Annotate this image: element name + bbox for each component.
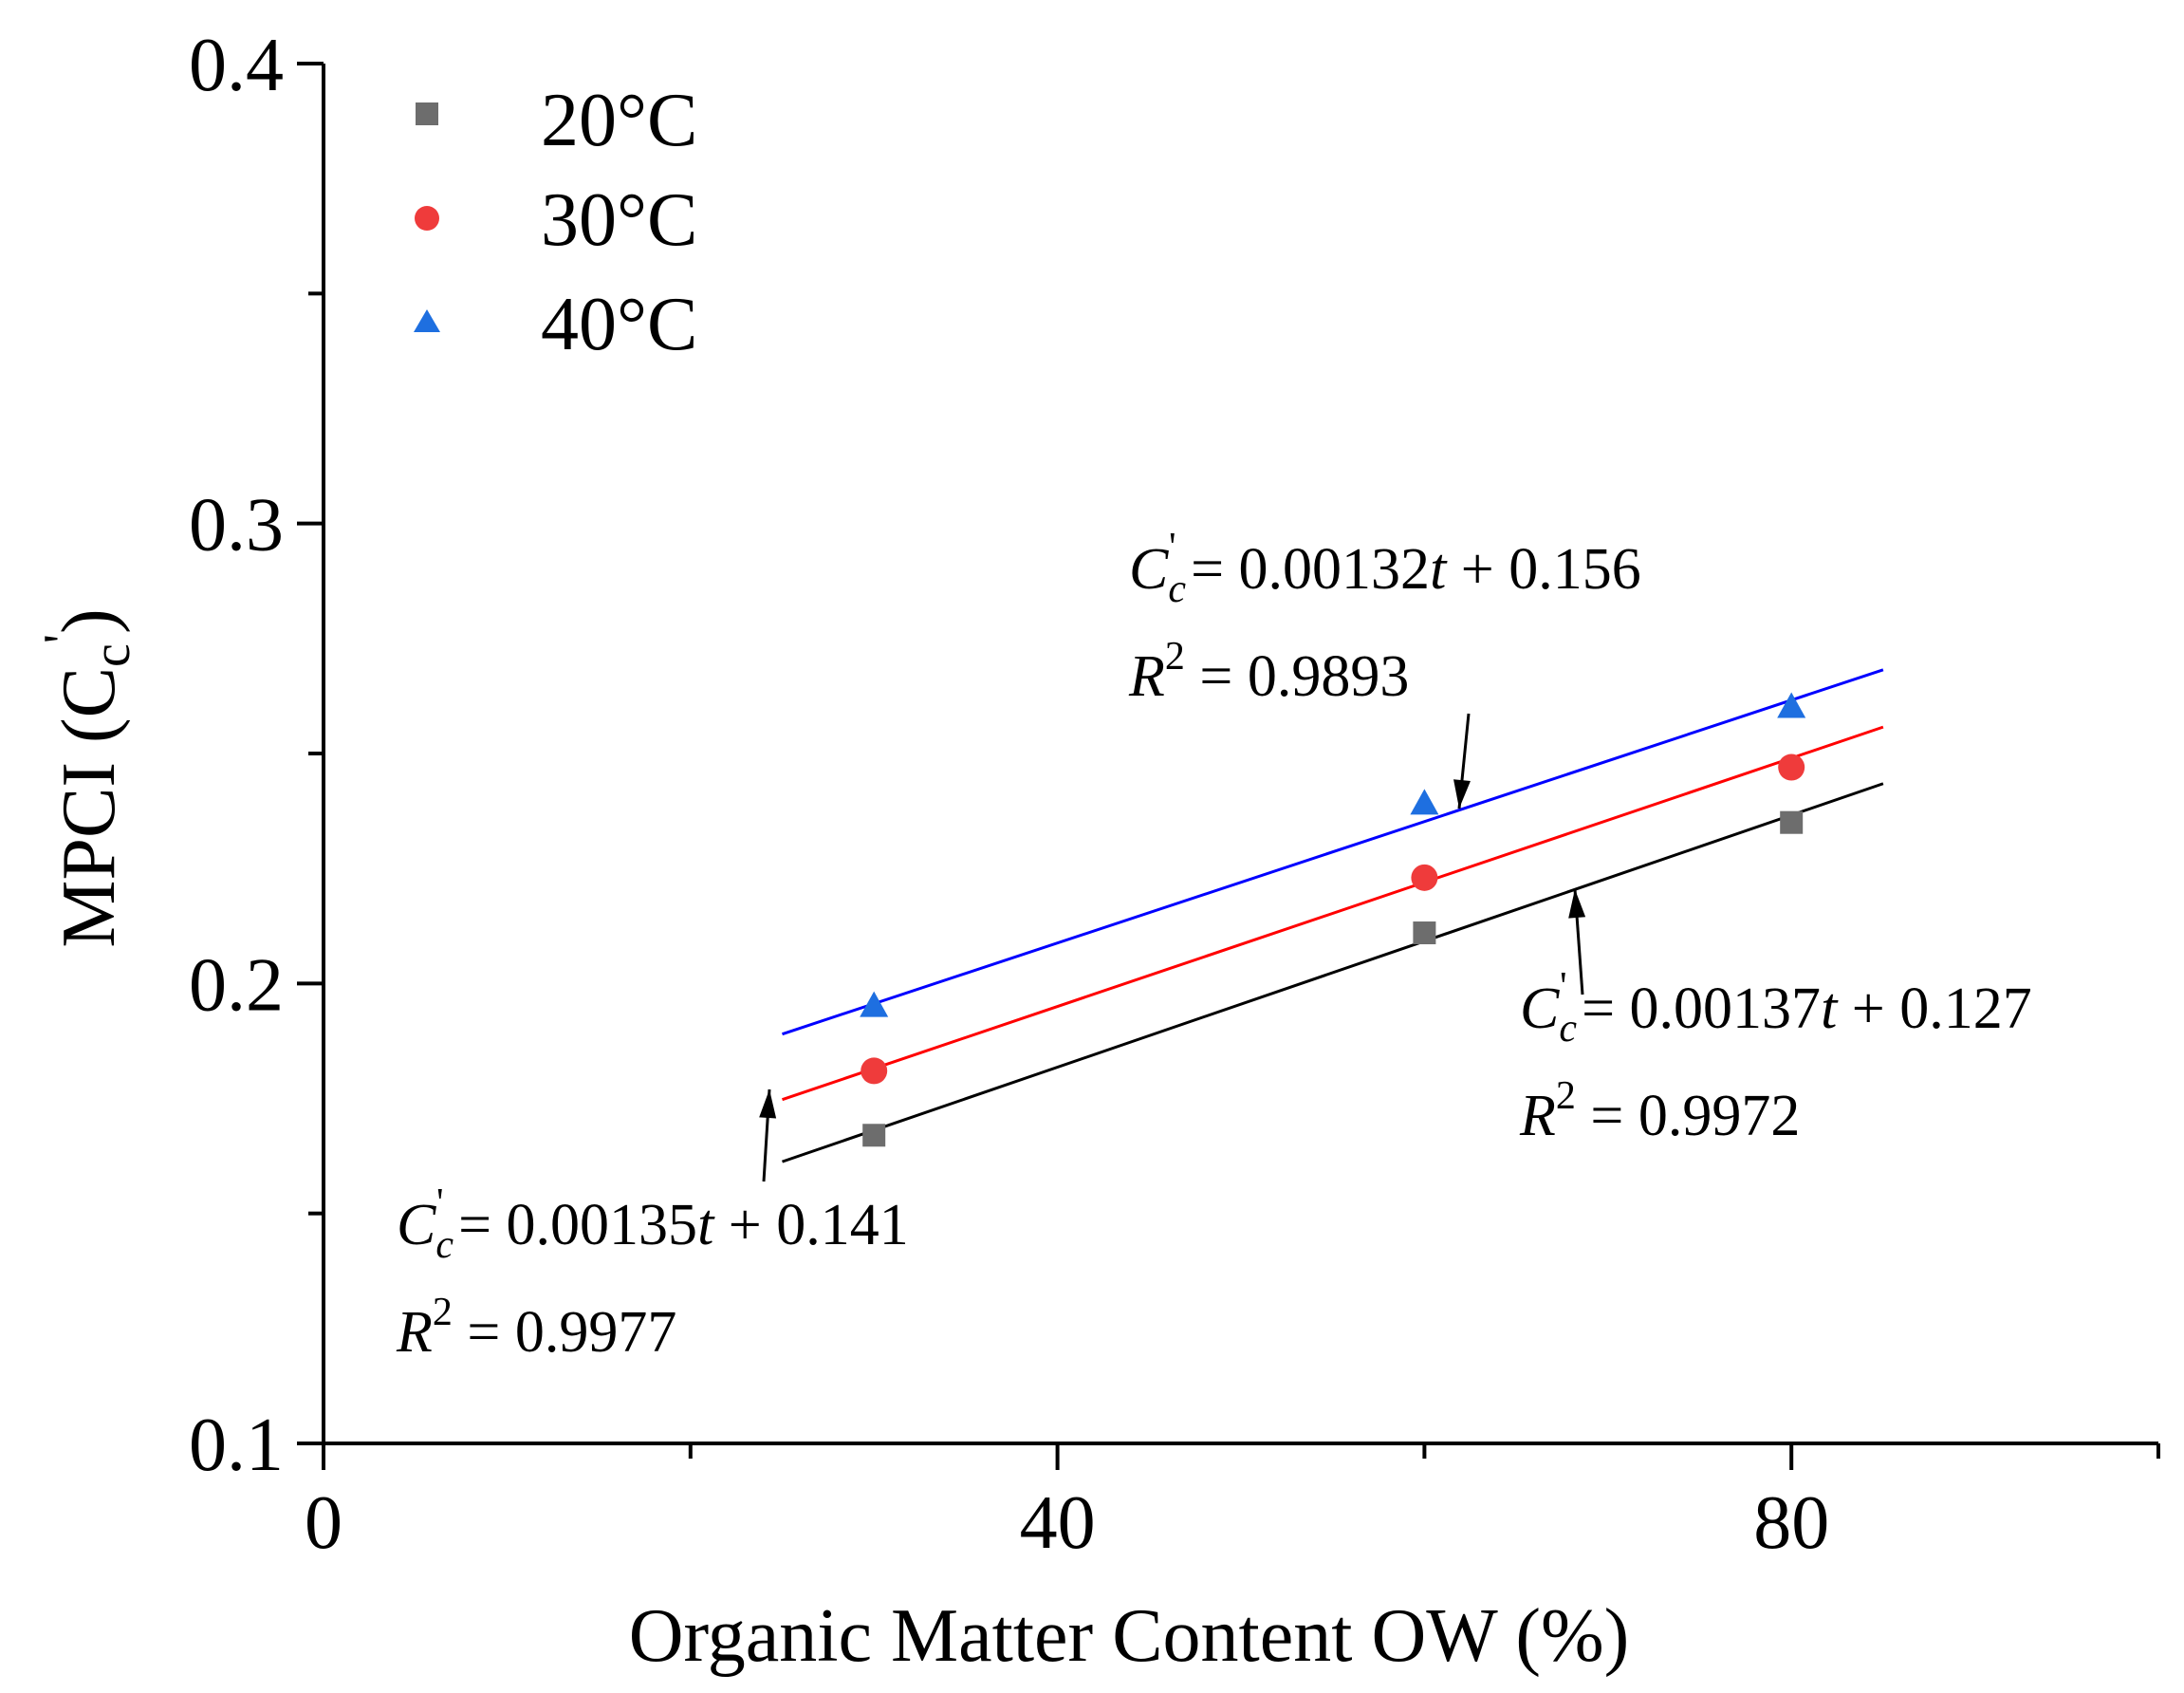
- r2-40c-sup: 2: [1165, 635, 1185, 679]
- data-point-30c: [1778, 753, 1805, 781]
- r2-20c: R2 = 0.9972: [1519, 1074, 1800, 1148]
- x-tick-label: 0: [305, 1481, 342, 1565]
- r2-40c: R2 = 0.9893: [1128, 635, 1409, 709]
- eq-40c-sub: c: [1168, 567, 1186, 611]
- x-tick-label: 80: [1753, 1481, 1829, 1565]
- eq-40c-var: t: [1430, 537, 1448, 602]
- legend-label-30c: 30°C: [541, 178, 697, 262]
- x-axis-title: Organic Matter Content OW (%): [629, 1594, 1630, 1678]
- r2-40c-rhs: = 0.9893: [1185, 644, 1409, 709]
- arrow-30c-head: [759, 1089, 777, 1119]
- fit-line-30c: [782, 725, 1884, 1102]
- y-tick-label: 0.3: [189, 484, 284, 567]
- equation-40c: Cc' = 0.00132t + 0.156: [1129, 526, 1641, 611]
- eq-40c-lhs: C: [1129, 537, 1169, 602]
- r2-30c-sup: 2: [433, 1291, 453, 1334]
- r2-20c-rhs: = 0.9972: [1576, 1084, 1800, 1148]
- eq-30c-sub: c: [435, 1223, 453, 1267]
- data-point-20c: [1413, 921, 1436, 945]
- y-axis-title-main: MPCI (C: [47, 667, 131, 948]
- eq-30c-lhs: C: [397, 1193, 436, 1257]
- equation-20c: Cc' = 0.00137t + 0.127: [1520, 965, 2032, 1051]
- legend-label-20c: 20°C: [541, 79, 697, 162]
- eq-30c-sup: ': [436, 1181, 444, 1225]
- eq-30c-var: t: [697, 1193, 715, 1257]
- data-point-40c: [1410, 789, 1439, 815]
- data-point-20c: [1780, 810, 1804, 834]
- eq-30c-rhs1: = 0.00135: [444, 1193, 697, 1257]
- r2-20c-lhs: R: [1519, 1084, 1556, 1148]
- y-tick-label: 0.4: [189, 24, 284, 107]
- r2-40c-lhs: R: [1128, 644, 1165, 709]
- eq-20c-rhs2: + 0.127: [1837, 977, 2031, 1041]
- eq-20c-var: t: [1821, 977, 1839, 1041]
- y-axis-title: MPCI (Cc'): [33, 608, 141, 947]
- eq-20c-rhs1: = 0.00137: [1567, 977, 1821, 1041]
- equation-30c: Cc' = 0.00135t + 0.141: [397, 1181, 909, 1267]
- eq-20c-lhs: C: [1520, 977, 1560, 1041]
- eq-40c-rhs1: = 0.00132: [1176, 537, 1430, 602]
- legend-marker-20c: [416, 102, 438, 125]
- r2-20c-sup: 2: [1556, 1074, 1576, 1118]
- axes: 0 40 80 0.1 0.2 0.3 0.4: [189, 24, 2160, 1565]
- data-point-40c: [1777, 692, 1806, 718]
- legend: 20°C 30°C 40°C: [414, 79, 697, 366]
- data-point-30c: [861, 1057, 888, 1085]
- fit-lines: [782, 668, 1884, 1163]
- annotation-arrows: [759, 713, 1586, 1182]
- r2-30c: R2 = 0.9977: [396, 1291, 676, 1365]
- y-tick-label: 0.1: [189, 1404, 284, 1487]
- fit-line-40c: [782, 668, 1884, 1036]
- arrow-40c-head: [1453, 779, 1471, 809]
- eq-20c-sup: ': [1560, 965, 1567, 1009]
- data-point-30c: [1411, 864, 1438, 891]
- y-axis-title-sub: c: [83, 643, 141, 667]
- arrow-20c-head: [1568, 889, 1586, 919]
- y-axis-title-sup: ': [33, 634, 92, 643]
- legend-marker-40c: [414, 309, 440, 332]
- r2-30c-rhs: = 0.9977: [453, 1300, 676, 1365]
- legend-marker-30c: [415, 206, 439, 231]
- eq-20c-sub: c: [1559, 1007, 1577, 1051]
- x-tick-label: 40: [1020, 1481, 1096, 1565]
- y-axis-title-close: ): [47, 608, 131, 634]
- r2-30c-lhs: R: [396, 1300, 433, 1365]
- legend-label-40c: 40°C: [541, 283, 697, 366]
- data-point-20c: [862, 1124, 886, 1147]
- fit-line-20c: [782, 782, 1884, 1163]
- eq-30c-rhs2: + 0.141: [713, 1193, 908, 1257]
- data-points: [860, 692, 1806, 1147]
- data-point-40c: [860, 991, 889, 1017]
- y-tick-label: 0.2: [189, 943, 284, 1027]
- eq-40c-rhs2: + 0.156: [1446, 537, 1640, 602]
- eq-40c-sup: ': [1169, 526, 1176, 569]
